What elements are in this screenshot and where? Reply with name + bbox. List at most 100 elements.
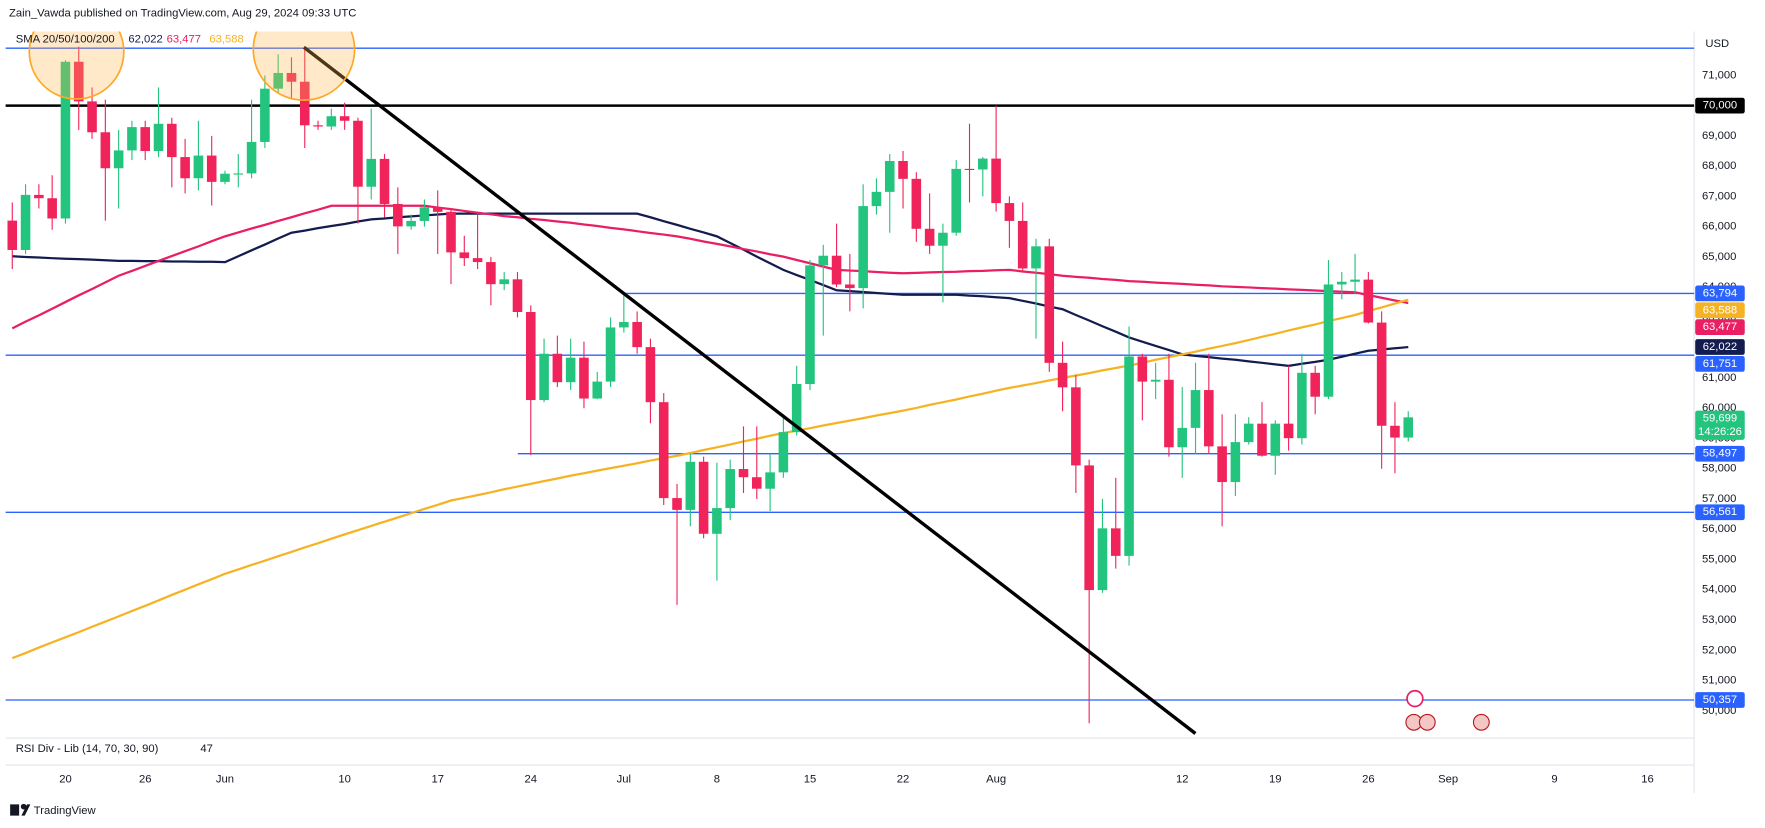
candle-body	[858, 206, 868, 289]
candle-body	[432, 207, 443, 212]
candle-body	[393, 203, 403, 227]
candle-body	[459, 252, 470, 259]
candle-body	[884, 161, 895, 192]
y-tick-label: 53,000	[1702, 614, 1736, 626]
price-label-box	[1695, 302, 1745, 319]
candle-body	[991, 158, 1001, 204]
candle-body	[34, 194, 44, 199]
candle-body	[698, 461, 709, 534]
candle-body	[1190, 390, 1201, 428]
price-label-box	[1695, 285, 1745, 302]
candle-body	[539, 353, 549, 401]
candle-body	[672, 498, 682, 510]
x-tick-label: 12	[1176, 774, 1189, 786]
candle-body	[286, 72, 297, 82]
candle-body	[419, 207, 430, 221]
candle-body	[685, 461, 696, 510]
price-label: 58,497	[1703, 448, 1737, 460]
sma-line	[11, 298, 1409, 660]
candle-body	[565, 357, 576, 383]
candle-body	[645, 347, 656, 403]
countdown: 14:26:26	[1698, 426, 1742, 438]
candle-body	[1350, 279, 1360, 282]
trendline	[302, 45, 1197, 735]
candle-body	[180, 157, 190, 179]
candle-body	[113, 150, 124, 169]
candle-body	[791, 384, 802, 433]
x-tick-label: 15	[804, 774, 817, 786]
candle-body	[1390, 425, 1400, 438]
price-label-box	[1695, 97, 1745, 114]
x-tick-label: Sep	[1438, 774, 1458, 786]
x-tick-label: 22	[897, 774, 910, 786]
candle-body	[1084, 465, 1094, 591]
y-tick-label: 57,000	[1702, 493, 1736, 505]
y-tick-label: 65,000	[1702, 251, 1736, 263]
candle-body	[1097, 528, 1108, 591]
candle-body	[619, 321, 629, 328]
candle-body	[167, 123, 177, 158]
candle-body	[220, 173, 230, 182]
y-tick-label: 58,000	[1702, 463, 1736, 475]
y-tick-label: 66,000	[1702, 221, 1736, 233]
candle-body	[1336, 281, 1347, 285]
candle-body	[246, 141, 257, 174]
candle-body	[326, 116, 337, 127]
candle-body	[831, 255, 842, 285]
candle-body	[818, 255, 829, 266]
candle-body	[845, 284, 855, 289]
candle-body	[353, 120, 363, 187]
candle-body	[499, 279, 509, 285]
last-price-box	[1695, 410, 1745, 440]
candle-body	[299, 81, 310, 126]
candle-body	[605, 327, 616, 382]
x-tick-label: 26	[139, 774, 152, 786]
price-label-box	[1695, 339, 1745, 355]
candle-body	[486, 262, 496, 285]
candle-body	[127, 127, 137, 151]
x-tick-label: 9	[1551, 774, 1557, 786]
candle-body	[233, 173, 244, 175]
candle-body	[273, 72, 283, 89]
price-label: 61,751	[1703, 358, 1737, 370]
x-tick-label: 10	[338, 774, 351, 786]
y-tick-label: 68,000	[1702, 160, 1736, 172]
candle-body	[73, 61, 84, 102]
drawings	[28, 31, 1197, 735]
candle-body	[1137, 356, 1148, 382]
candle-body	[1177, 427, 1188, 448]
candle-body	[140, 127, 151, 152]
candle-body	[1204, 390, 1214, 447]
candle-body	[1110, 528, 1121, 556]
candle-body	[871, 191, 882, 207]
candle-body	[579, 357, 589, 399]
legend-value: 63,477	[167, 33, 201, 45]
candle-body	[1270, 423, 1281, 456]
brand: TradingView	[34, 805, 97, 817]
event-icon	[1418, 713, 1436, 731]
x-tick-label: 16	[1641, 774, 1654, 786]
candle-body	[1124, 356, 1134, 556]
candle-body	[193, 155, 204, 179]
x-tick-label: Jul	[617, 774, 631, 786]
x-tick-label: 17	[431, 774, 444, 786]
logo-part	[20, 803, 27, 810]
candle-body	[1004, 203, 1015, 221]
candle-body	[1057, 362, 1068, 388]
candle-body	[805, 265, 815, 385]
y-tick-label: 69,000	[1702, 130, 1736, 142]
candle-body	[379, 158, 390, 204]
y-tick-label: 67,000	[1702, 190, 1736, 202]
highlight-circle	[252, 31, 356, 101]
candle-body	[512, 279, 523, 312]
brand-logo	[10, 803, 31, 816]
x-tick-label: 24	[525, 774, 538, 786]
rsi-name: RSI Div - Lib (14, 70, 30, 90)	[16, 743, 159, 755]
price-label: 50,357	[1703, 694, 1737, 706]
candle-body	[1257, 423, 1267, 456]
price-label: 63,588	[1703, 304, 1737, 316]
price-label-box	[1695, 319, 1745, 336]
candle-body	[313, 125, 323, 127]
